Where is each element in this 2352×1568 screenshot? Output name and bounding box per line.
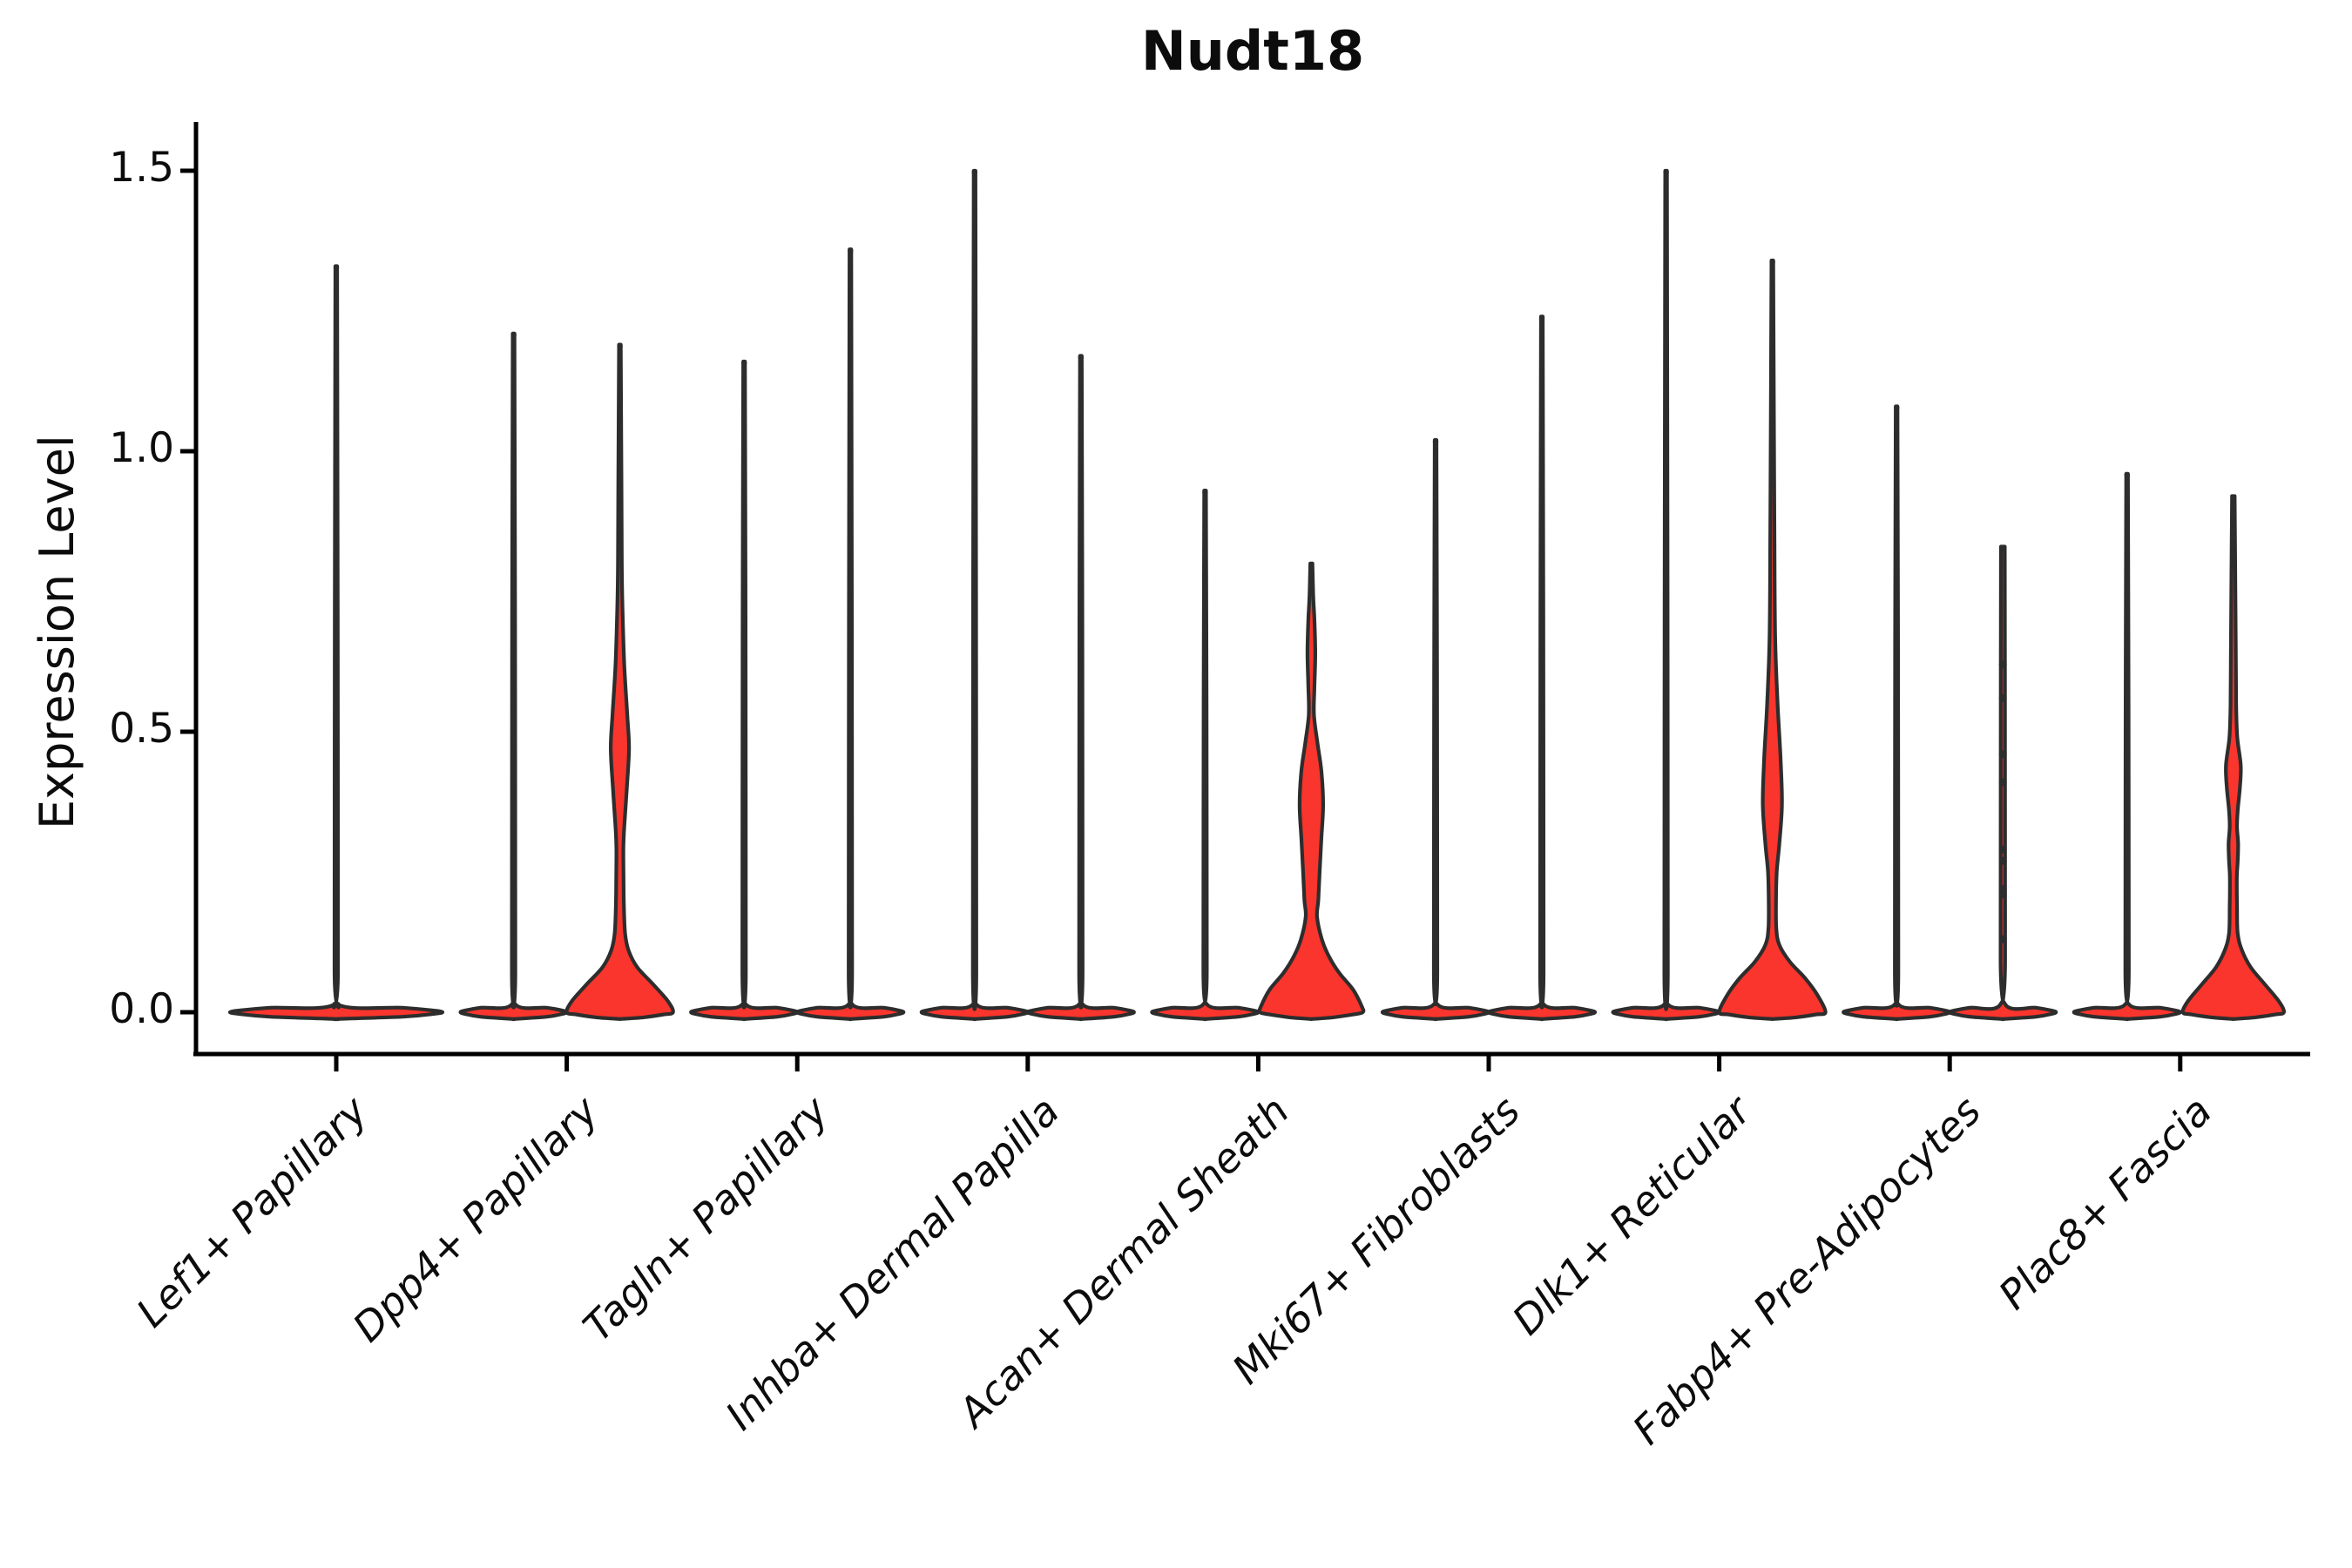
violin-lef1-papillary-single	[227, 264, 445, 1022]
violin-max-cap	[1769, 259, 1775, 266]
violin-dpp4-papillary-left	[458, 331, 569, 1022]
violin-dlk1-reticular-right	[1717, 258, 1828, 1022]
violin-mki67-fibroblasts-right	[1486, 314, 1598, 1022]
violin-dpp4-papillary-right	[564, 342, 675, 1022]
violin-inhba-dermal-papilla-left	[919, 168, 1030, 1022]
violin-max-cap	[617, 343, 623, 349]
violin-max-cap	[1538, 315, 1545, 321]
expression-point-dot	[1998, 693, 2007, 702]
violin-max-cap	[1894, 405, 1900, 411]
violin-max-cap	[848, 247, 854, 254]
violin-max-cap	[510, 332, 517, 338]
violin-max-cap	[1202, 489, 1208, 496]
violin-max-cap	[333, 265, 340, 271]
violin-tagln-papillary-right	[795, 247, 906, 1022]
violin-max-cap	[741, 360, 747, 367]
violin-dlk1-reticular-left	[1611, 168, 1721, 1022]
chart-title: Nudt18	[1140, 19, 1365, 83]
violin-acan-dermal-sheath-right	[1257, 561, 1366, 1022]
violin-max-cap	[2000, 545, 2006, 551]
violin-plac8-fascia-right	[2180, 494, 2286, 1022]
violin-max-cap	[2124, 472, 2130, 478]
violin-plac8-fascia-left	[2072, 471, 2182, 1022]
expression-point-dot	[1998, 890, 2007, 899]
violin-max-cap	[2230, 495, 2236, 501]
y-tick-label: 0.0	[109, 985, 174, 1033]
expression-point-dot	[1998, 935, 2007, 943]
violin-max-cap	[1663, 169, 1669, 176]
y-tick-label: 1.0	[109, 424, 174, 472]
violin-inhba-dermal-papilla-right	[1025, 354, 1136, 1022]
y-tick-label: 0.5	[109, 705, 174, 753]
expression-point-dot	[1998, 660, 2007, 669]
violin-mki67-fibroblasts-left	[1380, 438, 1491, 1022]
violin-fabp4-pre-adipocytes-left	[1842, 404, 1952, 1022]
violin-max-cap	[1432, 438, 1439, 445]
expression-point-dot	[1998, 750, 2007, 759]
violin-tagln-papillary-left	[689, 359, 800, 1022]
violin-max-cap	[1078, 355, 1085, 361]
violin-max-cap	[1308, 562, 1315, 568]
expression-point-dot	[1998, 856, 2007, 865]
y-tick-label: 1.5	[109, 144, 174, 192]
expression-point-dot	[1998, 884, 2007, 893]
violin-max-cap	[971, 169, 978, 176]
expression-point-dot	[1998, 845, 2007, 854]
expression-point-dot	[1998, 778, 2007, 787]
violin-acan-dermal-sheath-left	[1150, 489, 1260, 1022]
